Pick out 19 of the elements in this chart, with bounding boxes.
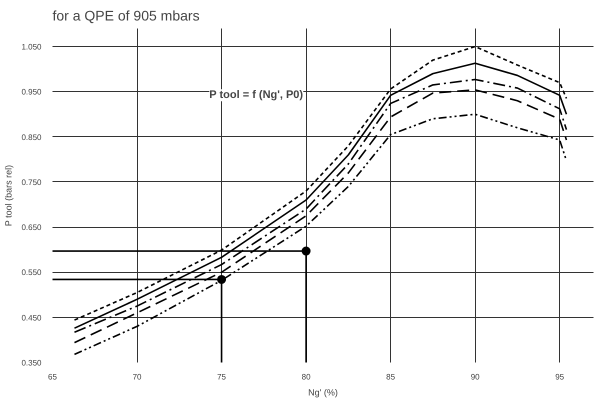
x-axis-title: Ng' (%)	[308, 388, 338, 398]
x-tick-label: 90	[470, 372, 480, 382]
annotation: P tool = f (Ng', P0)	[209, 89, 304, 102]
y-tick-label: 0.750	[21, 178, 42, 187]
y-tick-label: 0.450	[21, 313, 42, 322]
x-tick-label: 95	[555, 372, 565, 382]
y-tick-label: 0.550	[21, 268, 42, 278]
y-axis-title: P tool (bars rel)	[3, 164, 14, 226]
x-tick-label: 65	[48, 372, 58, 382]
x-tick-label: 75	[217, 372, 227, 382]
y-tick-label: 0.850	[21, 132, 42, 142]
y-tick-label: 0.350	[21, 358, 42, 368]
y-tick-label: 0.650	[21, 223, 42, 232]
x-tick-label: 80	[302, 372, 312, 382]
chart-title: for a QPE of 905 mbars	[52, 8, 200, 24]
y-tick-label: 1.050	[21, 42, 42, 52]
x-tick-label: 85	[386, 372, 396, 382]
y-tick-label: 0.950	[21, 88, 42, 97]
x-tick-label: 70	[132, 372, 142, 382]
